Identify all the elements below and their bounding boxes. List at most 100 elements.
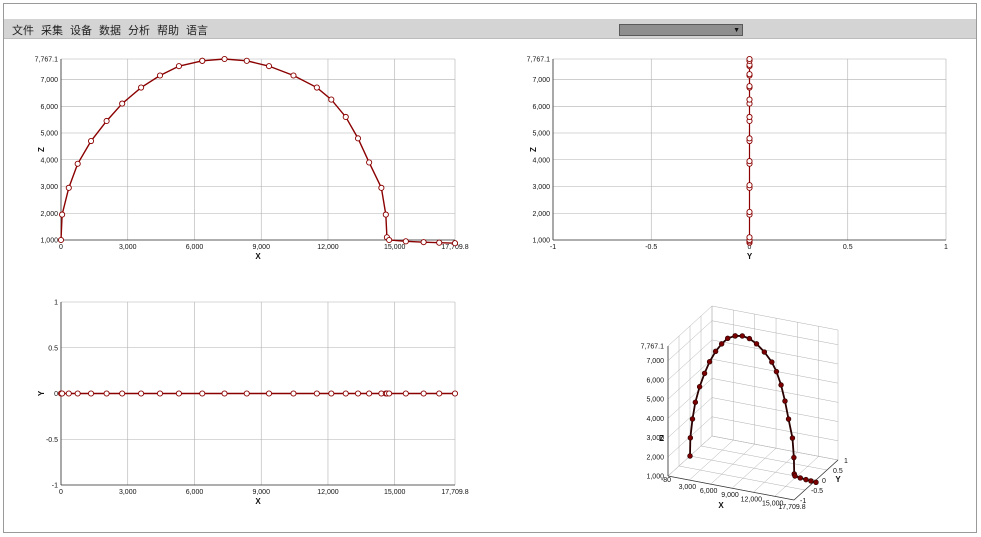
x-tick-label: 3,000 [119,244,137,251]
app-window [3,3,977,533]
data-point [402,390,409,397]
grid-3d-back-z [711,305,839,331]
data-point-3d [725,335,731,342]
device-select[interactable]: ▼ [619,24,743,36]
series-line [60,58,456,244]
data-point-3d [782,398,788,404]
z-tick-label: 6,000 [646,377,664,384]
data-point-3d [761,349,768,355]
menu-language[interactable]: 语言 [186,24,208,37]
x-tick-label: 0 [59,489,63,496]
menu-analysis[interactable]: 分析 [128,24,150,37]
data-point [366,390,373,397]
y-tick-label: 1 [54,300,58,307]
data-point [175,390,182,397]
data-point [119,390,126,397]
data-point [156,72,164,79]
z-tick-label: 7,000 [646,358,664,365]
chevron-down-icon[interactable]: ▼ [733,27,740,34]
data-point [57,236,65,244]
menu-data[interactable]: 数据 [99,24,121,37]
grid-3d-floor-y [678,465,806,491]
data-point [342,390,349,397]
grid-3d-floor-y [711,435,839,461]
data-point [74,390,81,397]
data-point-3d [739,333,745,339]
chart-yz: -1 -0.5 0 0.5 1 1,000 2,000 3,000 4,000 5,000 6,00… [527,55,948,261]
data-point [221,55,228,63]
grid-3d-side-z [667,305,713,347]
grid-3d-side-z [667,397,713,438]
data-point [746,96,753,103]
grid-3d-back-z [711,416,839,442]
data-point [378,184,385,191]
x-tick-label: 9,000 [721,492,739,499]
menu-help[interactable]: 帮助 [157,24,179,37]
y-tick-label: 3,000 [532,184,550,191]
menu-acquire[interactable]: 采集 [41,24,63,37]
x-tick-label: 15,000 [762,500,784,507]
data-point [87,137,95,145]
data-point [420,239,427,246]
data-point [402,238,409,245]
data-point-3d [813,479,819,486]
data-point [746,55,753,63]
y-tick-label: 3,000 [40,184,58,191]
y-axis-title: Z [529,147,538,152]
chart-xyz-3d: 1,000 2,000 3,000 4,000 5,000 6,000 7,000 7,767… [641,305,848,511]
grid-3d-side-z [667,339,713,381]
grid-3d-side-z [667,358,713,400]
data-point [436,239,443,246]
data-point [199,57,206,64]
y-tick-label: 1 [844,458,848,465]
y-tick-label: 7,000 [532,77,550,84]
data-point [366,159,373,166]
data-point-3d [701,370,708,376]
data-point [138,84,145,91]
data-point-3d [706,359,713,365]
data-point-3d [803,476,809,483]
menu-file[interactable]: 文件 [12,24,34,37]
data-point [265,63,273,70]
data-point [746,83,753,90]
x-tick-label: 12,000 [317,489,339,496]
data-point [436,390,443,397]
data-point [103,390,110,397]
y-tick-label: 0 [822,478,826,485]
grid-3d-floor-y [700,445,828,471]
data-point [354,135,362,142]
data-point [746,158,753,165]
y-tick-label: 0 [54,391,58,398]
data-point-3d [718,341,725,347]
data-point-3d [778,382,784,388]
grid-3d-back-z [711,397,839,422]
data-point [119,100,126,107]
data-point [265,390,273,397]
y-axis-title: Z [37,147,46,152]
data-point [313,390,320,397]
y-tick-label: 7,000 [40,77,58,84]
data-point-3d [753,341,760,347]
x-tick-label: 0 [748,244,752,251]
grid-3d-side-z [667,320,713,361]
data-point [290,72,297,79]
x-tick-label: 0 [59,244,63,251]
x-tick-label: 17,709.8 [441,489,468,496]
data-point [74,160,81,167]
x-tick-label: 3,000 [679,484,697,491]
y-tick-label: 2,000 [40,211,58,218]
y-tick-label: 5,000 [40,131,58,138]
x-tick-label: 6,000 [186,489,204,496]
data-point [59,390,66,397]
y-axis-title: Y [37,390,46,396]
y-tick-label: 0.5 [48,345,58,352]
menu-device[interactable]: 设备 [70,24,92,37]
x-axis-title: Y [747,252,753,261]
data-point [746,234,753,241]
data-point [199,390,206,397]
data-point [175,63,182,70]
data-point-3d [712,348,719,355]
data-point [451,390,459,397]
data-point [746,135,753,142]
x-axis-title: X [718,501,724,510]
